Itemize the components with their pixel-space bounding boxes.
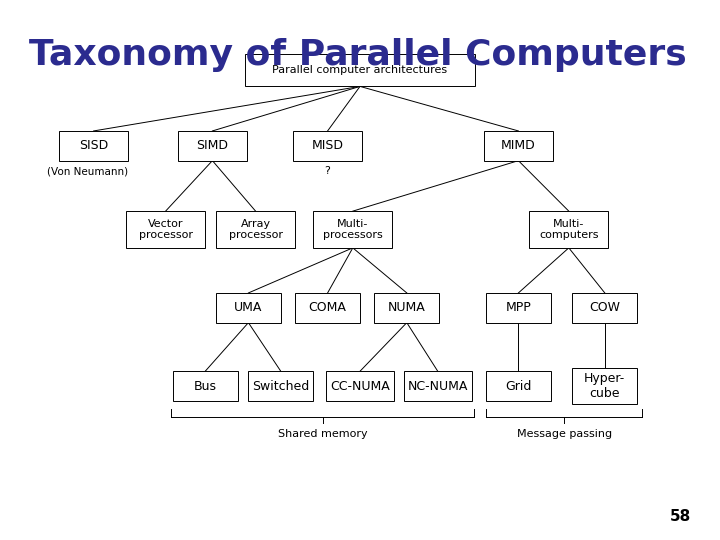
Text: MIMD: MIMD xyxy=(501,139,536,152)
Text: Shared memory: Shared memory xyxy=(278,429,367,439)
Text: Taxonomy of Parallel Computers: Taxonomy of Parallel Computers xyxy=(29,38,687,72)
Text: NC-NUMA: NC-NUMA xyxy=(408,380,468,393)
Text: Bus: Bus xyxy=(194,380,217,393)
Text: Message passing: Message passing xyxy=(517,429,612,439)
Text: CC-NUMA: CC-NUMA xyxy=(330,380,390,393)
Text: COMA: COMA xyxy=(309,301,346,314)
Text: Grid: Grid xyxy=(505,380,531,393)
Text: COW: COW xyxy=(589,301,621,314)
FancyBboxPatch shape xyxy=(486,372,551,401)
Text: Multi-
computers: Multi- computers xyxy=(539,219,598,240)
Text: NUMA: NUMA xyxy=(388,301,426,314)
FancyBboxPatch shape xyxy=(572,293,637,322)
FancyBboxPatch shape xyxy=(216,293,281,322)
FancyBboxPatch shape xyxy=(248,372,313,401)
Text: Switched: Switched xyxy=(252,380,310,393)
FancyBboxPatch shape xyxy=(216,211,295,248)
Text: (Von Neumann): (Von Neumann) xyxy=(47,166,128,177)
FancyBboxPatch shape xyxy=(173,372,238,401)
FancyBboxPatch shape xyxy=(374,293,439,322)
Text: ?: ? xyxy=(325,166,330,177)
Text: Multi-
processors: Multi- processors xyxy=(323,219,382,240)
Text: MPP: MPP xyxy=(505,301,531,314)
FancyBboxPatch shape xyxy=(572,368,637,404)
FancyBboxPatch shape xyxy=(486,293,551,322)
FancyBboxPatch shape xyxy=(295,293,360,322)
Text: Array
processor: Array processor xyxy=(229,219,283,240)
Text: SIMD: SIMD xyxy=(197,139,228,152)
Text: SISD: SISD xyxy=(79,139,108,152)
Text: Vector
processor: Vector processor xyxy=(138,219,193,240)
Text: UMA: UMA xyxy=(234,301,263,314)
FancyBboxPatch shape xyxy=(126,211,205,248)
Text: Parallel computer architectures: Parallel computer architectures xyxy=(272,65,448,75)
FancyBboxPatch shape xyxy=(294,131,362,160)
FancyBboxPatch shape xyxy=(403,372,472,401)
Text: 58: 58 xyxy=(670,509,691,524)
FancyBboxPatch shape xyxy=(179,131,246,160)
FancyBboxPatch shape xyxy=(325,372,395,401)
Text: Hyper-
cube: Hyper- cube xyxy=(584,372,626,400)
FancyBboxPatch shape xyxy=(245,54,475,86)
Text: MISD: MISD xyxy=(312,139,343,152)
FancyBboxPatch shape xyxy=(313,211,392,248)
FancyBboxPatch shape xyxy=(60,131,128,160)
FancyBboxPatch shape xyxy=(529,211,608,248)
FancyBboxPatch shape xyxy=(484,131,553,160)
